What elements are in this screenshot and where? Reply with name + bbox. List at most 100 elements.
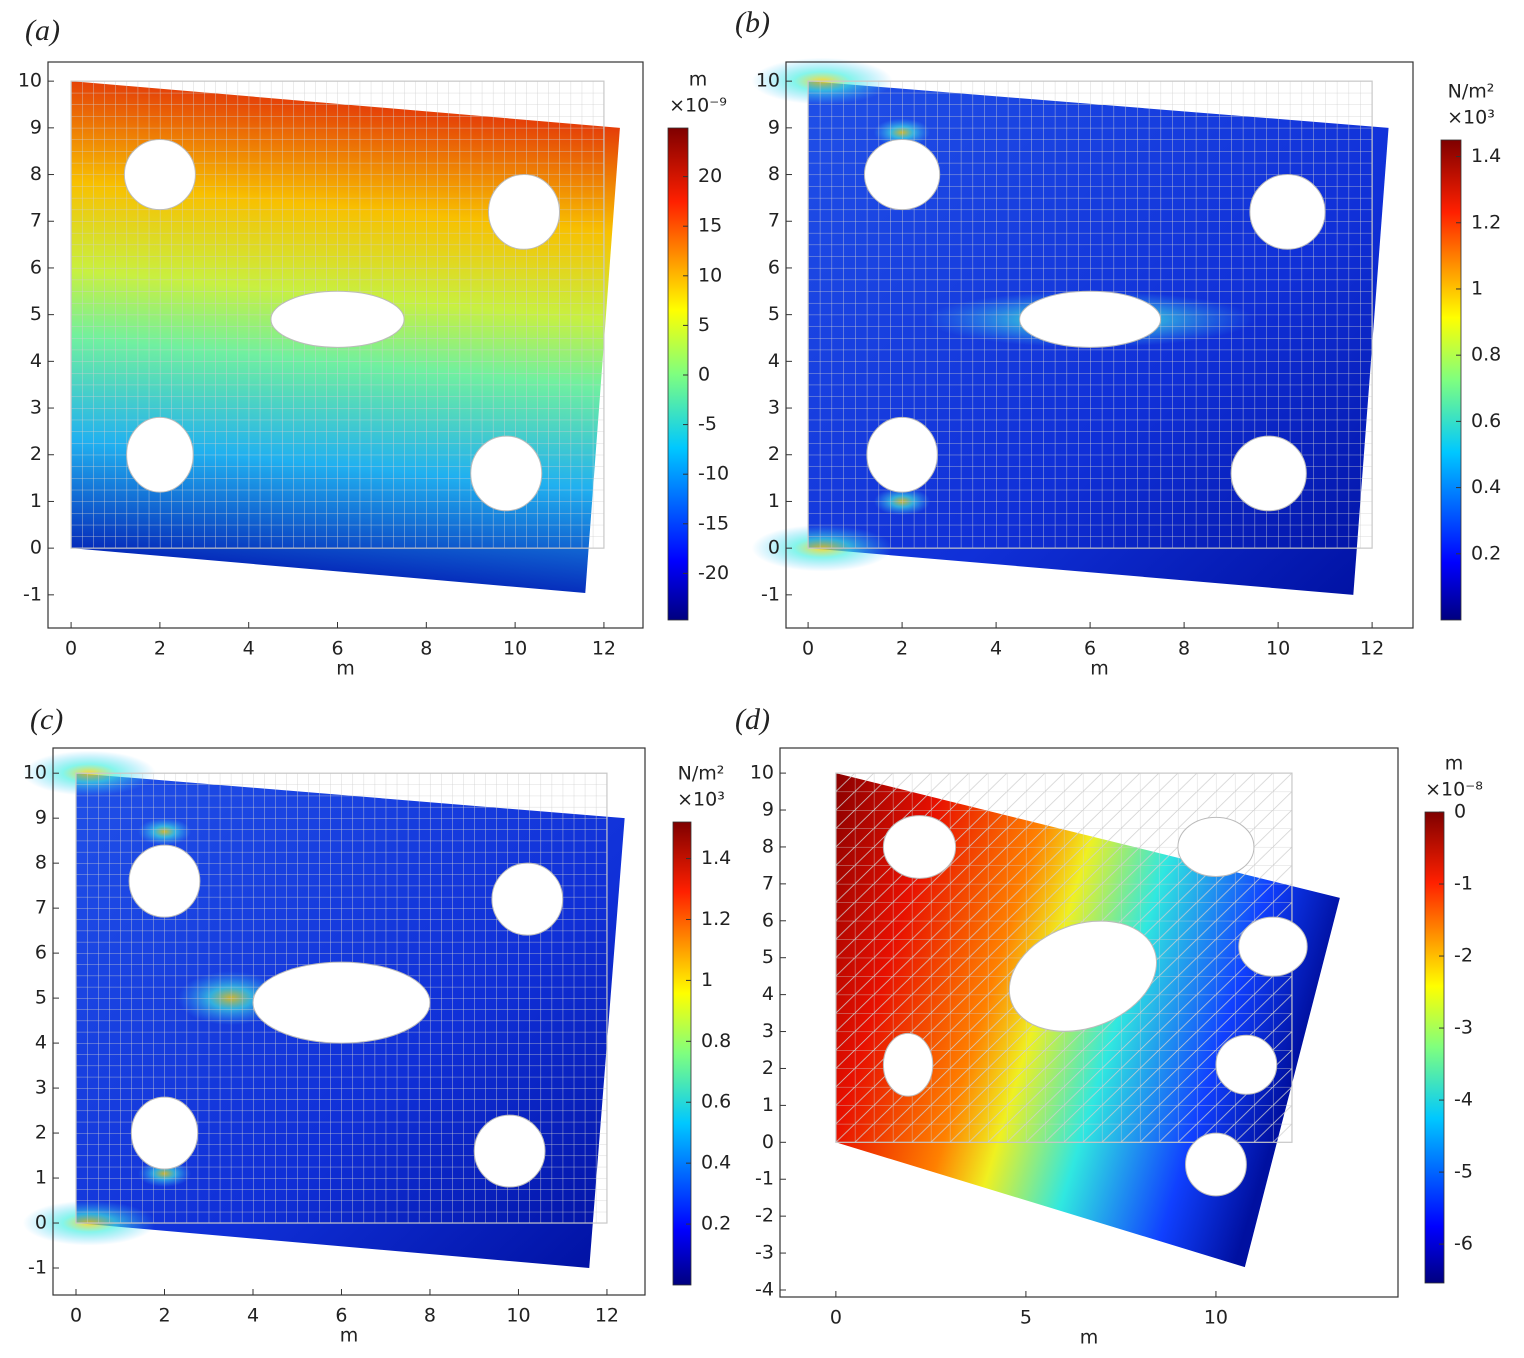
y-tick-label: 7 — [768, 210, 780, 232]
y-tick-label: 2 — [35, 1122, 47, 1144]
x-tick-label: 10 — [506, 1305, 530, 1327]
y-tick-label: 2 — [30, 443, 42, 465]
hole — [491, 862, 564, 936]
y-tick-label: 9 — [762, 799, 774, 821]
colorbar-tick-label: -15 — [698, 512, 729, 534]
hole — [1215, 1034, 1278, 1095]
y-tick-label: 3 — [35, 1077, 47, 1099]
colorbar-tick-label: 1.2 — [701, 908, 731, 930]
colorbar-exponent: ×10³ — [1447, 107, 1495, 129]
colorbar-tick-label: 0.8 — [1471, 344, 1501, 366]
hole — [1238, 916, 1308, 977]
y-tick-label: 3 — [768, 397, 780, 419]
x-tick-label: 4 — [990, 638, 1002, 660]
y-tick-label: 5 — [768, 303, 780, 325]
colorbar-exponent: ×10³ — [677, 789, 725, 811]
x-axis-label: m — [340, 1325, 359, 1347]
x-axis-label: m — [336, 658, 355, 680]
y-tick-label: 3 — [30, 397, 42, 419]
y-tick-label: 9 — [35, 807, 47, 829]
hole — [1185, 1132, 1247, 1197]
colorbar-title: N/m² — [678, 763, 725, 785]
x-tick-label: 2 — [896, 638, 908, 660]
x-axis-label: m — [1080, 1327, 1099, 1349]
x-tick-label: 4 — [243, 638, 255, 660]
panel-label: (c) — [30, 703, 63, 736]
x-tick-label: 2 — [154, 638, 166, 660]
colorbar — [1424, 811, 1445, 1284]
y-tick-label: 2 — [762, 1057, 774, 1079]
plot-frame — [779, 747, 1399, 1298]
colorbar-title: N/m² — [1448, 81, 1495, 103]
y-tick-label: -2 — [755, 1205, 774, 1227]
x-tick-label: 6 — [331, 638, 343, 660]
colorbar-title: m — [1445, 753, 1464, 775]
y-tick-label: 0 — [762, 1131, 774, 1153]
x-tick-label: 10 — [1204, 1307, 1228, 1329]
hole — [130, 1096, 199, 1170]
hole — [470, 435, 543, 512]
y-tick-label: 0 — [768, 537, 780, 559]
y-tick-label: 0 — [35, 1212, 47, 1234]
hole — [473, 1114, 546, 1188]
x-tick-label: 10 — [1266, 638, 1290, 660]
colorbar-tick-label: 0.6 — [1471, 410, 1501, 432]
y-tick-label: 8 — [768, 163, 780, 185]
x-tick-label: 8 — [1178, 638, 1190, 660]
hole — [882, 815, 957, 879]
hole — [126, 416, 194, 493]
y-tick-label: 8 — [30, 163, 42, 185]
colorbar-tick-label: 15 — [698, 215, 722, 237]
hole — [882, 1032, 934, 1097]
colorbar-tick-label: 1 — [701, 969, 713, 991]
x-tick-label: 6 — [1084, 638, 1096, 660]
x-tick-label: 2 — [158, 1305, 170, 1327]
y-tick-label: 9 — [768, 116, 780, 138]
colorbar-tick-label: 0 — [698, 363, 710, 385]
hole — [128, 844, 201, 918]
colorbar-tick-label: -1 — [1454, 873, 1473, 895]
colorbar-tick-label: 0.4 — [1471, 476, 1501, 498]
colorbar — [1440, 139, 1462, 621]
colorbar-tick-label: 1 — [1471, 277, 1483, 299]
y-tick-label: 10 — [23, 762, 47, 784]
colorbar — [672, 821, 692, 1286]
colorbar-tick-label: 1.2 — [1471, 211, 1501, 233]
hole — [1230, 435, 1307, 512]
colorbar-tick-label: -10 — [698, 463, 729, 485]
y-tick-label: 7 — [30, 210, 42, 232]
colorbar-tick-label: 0.2 — [701, 1213, 731, 1235]
y-tick-label: 6 — [35, 942, 47, 964]
colorbar-tick-label: 5 — [698, 314, 710, 336]
x-tick-label: 5 — [1020, 1307, 1032, 1329]
y-tick-label: 5 — [762, 946, 774, 968]
hole — [1177, 816, 1255, 877]
y-tick-label: 6 — [30, 256, 42, 278]
y-tick-label: -1 — [23, 583, 42, 605]
y-tick-label: 10 — [18, 70, 42, 92]
x-tick-label: 12 — [595, 1305, 619, 1327]
y-tick-label: 4 — [35, 1032, 47, 1054]
x-tick-label: 12 — [592, 638, 616, 660]
y-tick-label: 5 — [35, 987, 47, 1009]
hole — [270, 290, 405, 348]
y-tick-label: -1 — [755, 1168, 774, 1190]
y-tick-label: 0 — [30, 537, 42, 559]
y-tick-label: 1 — [768, 490, 780, 512]
y-tick-label: 7 — [35, 897, 47, 919]
hole — [252, 961, 431, 1044]
colorbar-tick-label: 0.6 — [701, 1091, 731, 1113]
y-tick-label: 5 — [30, 303, 42, 325]
x-tick-label: 0 — [830, 1307, 842, 1329]
colorbar-title: m — [689, 69, 708, 91]
x-tick-label: 10 — [503, 638, 527, 660]
colorbar-tick-label: 20 — [698, 165, 722, 187]
y-tick-label: -1 — [761, 583, 780, 605]
y-tick-label: 7 — [762, 872, 774, 894]
y-tick-label: 10 — [750, 762, 774, 784]
x-tick-label: 8 — [420, 638, 432, 660]
hole — [863, 139, 941, 211]
plot-frame — [785, 61, 1414, 629]
